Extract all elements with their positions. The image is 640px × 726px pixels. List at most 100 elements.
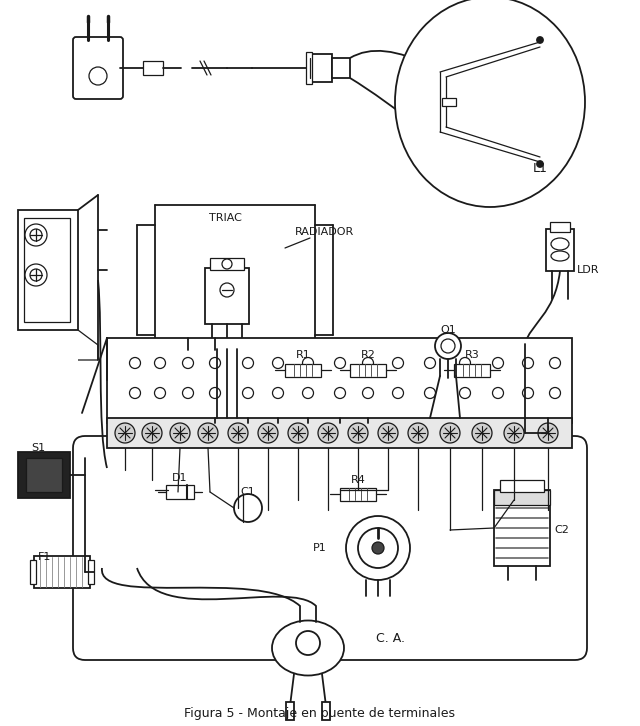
Ellipse shape [272, 621, 344, 675]
Circle shape [460, 388, 470, 399]
Bar [454, 364, 490, 377]
Circle shape [538, 423, 558, 443]
Text: L1: L1 [532, 161, 547, 174]
Bar [210, 258, 244, 270]
Circle shape [209, 357, 221, 369]
Bar [306, 52, 312, 84]
Bar [30, 560, 36, 584]
Circle shape [408, 423, 428, 443]
Circle shape [362, 357, 374, 369]
Circle shape [392, 357, 403, 369]
Bar [24, 218, 70, 322]
Text: P1: P1 [313, 543, 327, 553]
Circle shape [209, 388, 221, 399]
Circle shape [30, 269, 42, 281]
Text: RADIADOR: RADIADOR [296, 227, 355, 237]
Bar [494, 490, 550, 566]
Text: R1: R1 [296, 350, 310, 360]
Circle shape [296, 631, 320, 655]
Text: C1: C1 [241, 487, 255, 497]
Circle shape [129, 357, 141, 369]
Circle shape [378, 423, 398, 443]
Circle shape [129, 388, 141, 399]
Circle shape [142, 423, 162, 443]
Text: Q1: Q1 [440, 325, 456, 335]
Circle shape [318, 423, 338, 443]
Circle shape [303, 388, 314, 399]
Bar [18, 452, 70, 498]
Circle shape [441, 339, 455, 353]
Bar [494, 490, 550, 505]
Bar [285, 364, 321, 377]
Circle shape [335, 388, 346, 399]
Circle shape [348, 423, 368, 443]
Circle shape [537, 161, 543, 167]
Text: R2: R2 [360, 350, 376, 360]
Circle shape [25, 264, 47, 286]
Text: F1: F1 [38, 552, 52, 562]
Text: C2: C2 [555, 525, 570, 535]
Ellipse shape [395, 0, 585, 207]
Bar [166, 485, 194, 499]
Circle shape [182, 357, 193, 369]
Bar [332, 58, 350, 78]
Bar [322, 702, 330, 720]
Circle shape [243, 388, 253, 399]
Circle shape [372, 542, 384, 554]
Text: TRIAC: TRIAC [209, 213, 241, 223]
Circle shape [550, 357, 561, 369]
Circle shape [303, 357, 314, 369]
Ellipse shape [551, 251, 569, 261]
Bar [205, 268, 249, 324]
Circle shape [493, 388, 504, 399]
Circle shape [198, 423, 218, 443]
Bar [88, 560, 94, 584]
Text: S1: S1 [31, 443, 45, 453]
Circle shape [243, 357, 253, 369]
Circle shape [228, 423, 248, 443]
Bar [442, 98, 456, 106]
Text: R3: R3 [465, 350, 479, 360]
Bar [107, 418, 572, 448]
Circle shape [493, 357, 504, 369]
Circle shape [30, 229, 42, 241]
Bar [26, 458, 62, 492]
Circle shape [288, 423, 308, 443]
Circle shape [273, 388, 284, 399]
Bar [143, 61, 163, 75]
Circle shape [346, 516, 410, 580]
Bar [18, 210, 78, 330]
Circle shape [170, 423, 190, 443]
Circle shape [472, 423, 492, 443]
Circle shape [222, 259, 232, 269]
Circle shape [115, 423, 135, 443]
Circle shape [258, 423, 278, 443]
Circle shape [335, 357, 346, 369]
Text: D1: D1 [172, 473, 188, 483]
Text: C. A.: C. A. [376, 632, 404, 645]
Bar [34, 556, 90, 588]
Circle shape [537, 37, 543, 43]
Bar [286, 702, 294, 720]
Circle shape [392, 388, 403, 399]
Circle shape [440, 423, 460, 443]
Circle shape [460, 357, 470, 369]
Circle shape [504, 423, 524, 443]
FancyBboxPatch shape [73, 37, 123, 99]
Ellipse shape [551, 238, 569, 250]
Text: LDR: LDR [577, 265, 599, 275]
Circle shape [273, 357, 284, 369]
Bar [340, 488, 376, 501]
Bar [107, 338, 572, 423]
Bar [550, 222, 570, 232]
Circle shape [522, 357, 534, 369]
Circle shape [154, 357, 166, 369]
Text: R4: R4 [351, 475, 365, 485]
Circle shape [25, 224, 47, 246]
Bar [350, 364, 386, 377]
Circle shape [182, 388, 193, 399]
FancyBboxPatch shape [73, 436, 587, 660]
Circle shape [522, 388, 534, 399]
Circle shape [424, 357, 435, 369]
Circle shape [424, 388, 435, 399]
